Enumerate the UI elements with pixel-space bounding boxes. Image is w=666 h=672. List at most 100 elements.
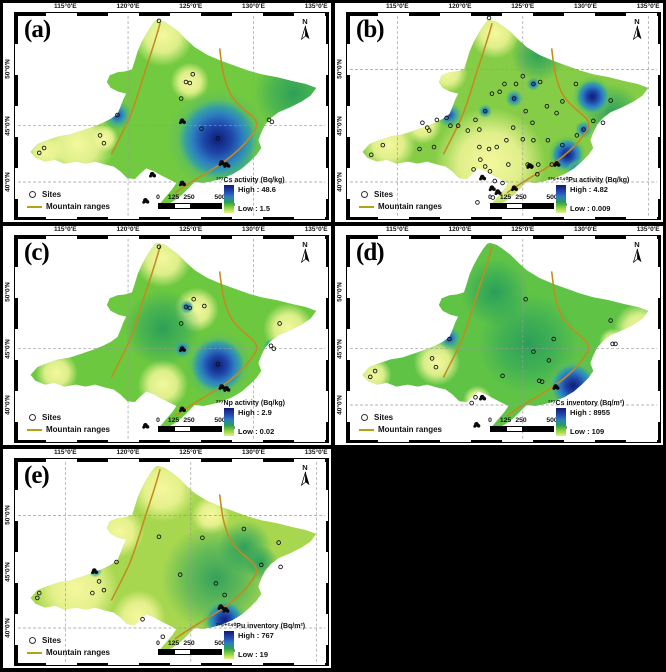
map-panel-d: (d) N Sites Mountain ranges — [335, 226, 663, 445]
sites-label: Sites — [42, 190, 62, 199]
sites-label: Sites — [42, 636, 62, 645]
panel-letter: (d) — [356, 239, 385, 266]
mountain-ranges-label: Mountain ranges — [378, 202, 443, 211]
scale-label-125: 125 — [167, 417, 180, 424]
scale-label-125: 125 — [167, 640, 180, 647]
longitude-label: 130°0'E — [573, 3, 597, 10]
legend-high-value: High : 48.6 — [238, 185, 276, 194]
color-legend-title: ¹³⁷Cs inventory (Bq/m²) — [548, 400, 625, 407]
mountain-line-icon — [27, 651, 42, 654]
map-key: Sites Mountain ranges — [359, 187, 442, 211]
scale-label-250: 250 — [183, 417, 195, 424]
longitude-label: 115°0'E — [53, 226, 77, 233]
scale-bar-graphic — [158, 649, 222, 655]
north-arrow: N — [298, 464, 312, 492]
panel-letter: (b) — [356, 16, 385, 43]
frame-tick-top — [15, 13, 328, 16]
scale-label-250: 250 — [515, 194, 527, 201]
latitude-label: 50°0'N — [4, 59, 12, 80]
site-marker-icon — [29, 414, 36, 421]
mountain-line-icon — [359, 205, 374, 208]
north-label: N — [302, 463, 308, 472]
frame-tick-top — [15, 459, 328, 462]
scale-label-125: 125 — [499, 417, 512, 424]
sites-label: Sites — [374, 413, 394, 422]
latitude-label: 50°0'N — [336, 59, 344, 80]
longitude-label: 130°0'E — [573, 226, 597, 233]
graticule — [18, 16, 325, 216]
mountain-line-icon — [27, 205, 42, 208]
site-markers — [142, 244, 282, 429]
color-ramp — [556, 408, 566, 436]
site-markers — [35, 526, 283, 640]
map-panel-b: (b) N Sites Mountain ranges — [335, 3, 663, 222]
north-label: N — [634, 240, 640, 249]
legend-low-value: Low : 19 — [238, 650, 269, 659]
map-panel-e: (e) N Sites Mountain ranges — [3, 449, 331, 668]
frame-tick-left — [347, 236, 350, 442]
latitude-label: 45°0'N — [4, 338, 12, 359]
scale-bar-graphic — [490, 426, 554, 432]
longitude-label: 125°0'E — [179, 3, 203, 10]
panel-letter: (e) — [24, 462, 50, 489]
map-key: Sites Mountain ranges — [27, 410, 110, 434]
longitude-label: 135°0'E — [304, 3, 328, 10]
latitude-label: 50°0'N — [336, 282, 344, 303]
scale-bar-graphic — [158, 426, 222, 432]
frame-tick-top — [347, 13, 660, 16]
north-label: N — [302, 240, 308, 249]
scale-label-500: 500 — [546, 194, 558, 201]
longitude-label: 120°0'E — [116, 449, 140, 456]
legend-high-value: High : 767 — [238, 631, 274, 640]
map-panel-a: (a) N Sites Mountain ranges — [3, 3, 331, 222]
legend-low-value: Low : 109 — [570, 427, 605, 436]
scale-bar-graphic — [490, 203, 554, 209]
interpolated-map — [18, 239, 325, 439]
color-legend: ²³⁹⁺²⁴⁰Pu activity (Bq/kg) High : 4.82 L… — [548, 176, 652, 213]
scale-label-0: 0 — [488, 417, 492, 424]
graticule — [18, 462, 325, 662]
legend-low-value: Low : 0.009 — [570, 204, 611, 213]
map-panel-c: (c) N Sites Mountain ranges — [3, 226, 331, 445]
sites-label: Sites — [374, 190, 394, 199]
graticule — [350, 16, 657, 216]
latitude-label: 50°0'N — [4, 505, 12, 526]
scale-label-500: 500 — [214, 640, 226, 647]
color-legend: ¹³⁷Cs activity (Bq/kg) High : 48.6 Low :… — [216, 177, 320, 213]
scale-label-125: 125 — [167, 194, 180, 201]
frame-tick-bottom — [347, 216, 660, 219]
longitude-label: 115°0'E — [385, 3, 409, 10]
frame-tick-right — [325, 459, 328, 665]
legend-low-value: Low : 0.02 — [238, 427, 275, 436]
site-markers — [368, 296, 618, 428]
frame-tick-top — [15, 236, 328, 239]
frame-tick-left — [15, 236, 18, 442]
north-arrow: N — [630, 241, 644, 269]
north-arrow-icon — [300, 25, 309, 41]
scale-label-125: 125 — [499, 194, 512, 201]
mountain-range-line — [174, 494, 258, 640]
longitude-label: 125°0'E — [511, 3, 535, 10]
frame-tick-top — [347, 236, 660, 239]
mountain-ranges-label: Mountain ranges — [46, 202, 111, 211]
legend-high-value: High : 4.82 — [570, 185, 608, 194]
interpolated-map — [350, 239, 657, 439]
scale-label-500: 500 — [214, 194, 226, 201]
mountain-range-line — [110, 22, 161, 155]
frame-tick-right — [325, 13, 328, 219]
map-canvas: (b) N Sites Mountain ranges — [350, 16, 657, 216]
map-key: Sites Mountain ranges — [359, 410, 442, 434]
scale-label-500: 500 — [546, 417, 558, 424]
north-arrow-icon — [632, 25, 641, 41]
longitude-label: 115°0'E — [385, 226, 409, 233]
color-ramp — [224, 631, 234, 659]
interpolated-map — [18, 16, 325, 216]
north-label: N — [634, 17, 640, 26]
longitude-label: 130°0'E — [241, 3, 265, 10]
scale-label-500: 500 — [214, 417, 226, 424]
longitude-label: 135°0'E — [304, 449, 328, 456]
interpolated-map — [18, 462, 325, 662]
latitude-label: 40°0'N — [4, 172, 12, 192]
frame-tick-bottom — [15, 439, 328, 442]
